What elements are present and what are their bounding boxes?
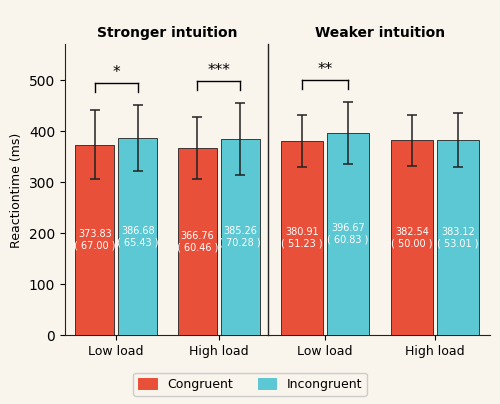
Text: 396.67
( 60.83 ): 396.67 ( 60.83 )	[328, 223, 369, 245]
Text: 383.12
( 53.01 ): 383.12 ( 53.01 )	[438, 227, 479, 248]
Title: Stronger intuition: Stronger intuition	[97, 27, 238, 40]
Y-axis label: Reactiontime (ms): Reactiontime (ms)	[10, 132, 24, 248]
Bar	[281, 141, 323, 335]
Legend: Congruent, Incongruent: Congruent, Incongruent	[133, 373, 367, 396]
Bar	[437, 140, 479, 335]
Text: 382.54
( 50.00 ): 382.54 ( 50.00 )	[391, 227, 432, 248]
Text: 386.68
( 65.43 ): 386.68 ( 65.43 )	[117, 226, 158, 248]
Bar	[75, 145, 114, 335]
Text: **: **	[318, 62, 332, 77]
Bar	[118, 138, 157, 335]
Bar	[178, 148, 216, 335]
Text: *: *	[112, 65, 120, 80]
Text: ***: ***	[208, 63, 230, 78]
Title: Weaker intuition: Weaker intuition	[315, 27, 445, 40]
Bar	[221, 139, 260, 335]
Text: 385.26
( 70.28 ): 385.26 ( 70.28 )	[220, 226, 261, 248]
Text: 380.91
( 51.23 ): 380.91 ( 51.23 )	[281, 227, 322, 249]
Bar	[327, 133, 369, 335]
Bar	[391, 140, 433, 335]
Text: 366.76
( 60.46 ): 366.76 ( 60.46 )	[176, 231, 218, 252]
Text: 373.83
( 67.00 ): 373.83 ( 67.00 )	[74, 229, 116, 251]
